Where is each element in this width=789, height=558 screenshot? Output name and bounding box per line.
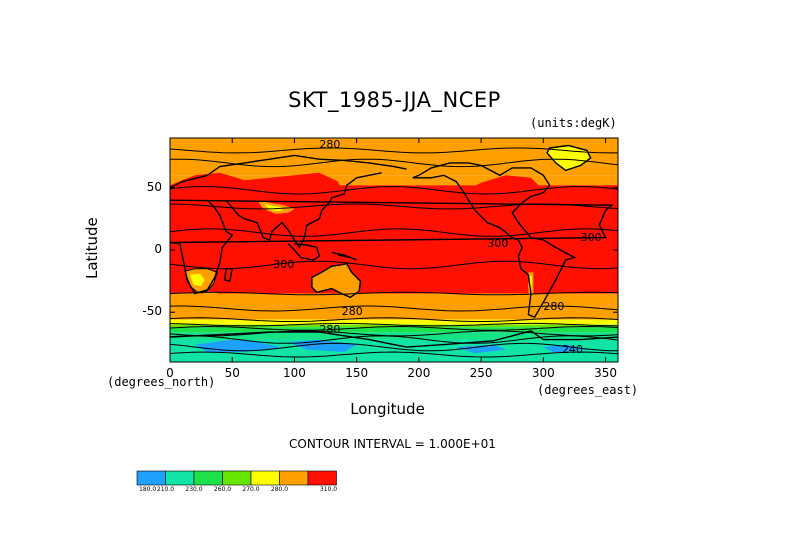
contour-label: 280	[543, 300, 565, 314]
chart-title: SKT_1985-JJA_NCEP	[288, 88, 501, 112]
coastline	[311, 262, 362, 299]
temperature-band	[170, 327, 618, 333]
contour-line	[169, 342, 619, 352]
coastline	[546, 144, 592, 172]
x-tick-label: 50	[224, 366, 240, 380]
temperature-band	[170, 319, 618, 325]
temperature-band	[170, 324, 618, 328]
x-axis-label: Longitude	[350, 400, 425, 418]
coastline	[224, 268, 234, 282]
colorbar-swatch	[165, 470, 195, 486]
coastline	[169, 199, 614, 295]
coastline	[412, 162, 577, 319]
temperature-field	[170, 138, 618, 362]
y-units-label: (degrees_north)	[107, 375, 216, 389]
contour-line	[169, 158, 619, 168]
contour-label: 300	[487, 236, 509, 250]
y-axis-label: Latitude	[83, 217, 101, 279]
colorbar-swatch	[193, 470, 223, 486]
contour-interval: CONTOUR INTERVAL = 1.000E+01	[289, 437, 496, 451]
coastline	[169, 154, 407, 189]
colorbar-label: 280.0	[270, 486, 289, 493]
contour-lines	[169, 144, 619, 358]
coastline	[169, 330, 619, 348]
contour-line	[169, 351, 619, 358]
y-tick-label: -50	[142, 304, 162, 319]
colorbar-swatch	[279, 470, 309, 486]
contour-label: 280	[341, 305, 363, 319]
contour-line	[169, 317, 619, 322]
axis-ticks	[169, 138, 618, 362]
colorbar-swatch	[307, 470, 337, 486]
contour-line	[169, 185, 619, 195]
colorbar-label: 210.0	[156, 486, 175, 493]
contour-line	[169, 291, 619, 296]
cold-region	[194, 339, 282, 352]
x-tick-label: 100	[282, 366, 306, 380]
contour-line	[169, 228, 619, 237]
x-tick-label: 150	[345, 366, 369, 380]
contour-line	[169, 147, 618, 154]
contour-line	[169, 325, 619, 331]
colorbar-swatch	[250, 470, 280, 486]
cold-region	[456, 344, 506, 354]
contour-line	[169, 322, 619, 327]
y-tick-label: 0	[154, 242, 162, 256]
colorbar-label: 230.0	[185, 486, 203, 493]
x-units-label: (degrees_east)	[537, 383, 639, 397]
contour-label: 240	[562, 342, 583, 356]
x-tick-label: 250	[469, 366, 493, 380]
temperature-band	[170, 138, 618, 176]
colorbar	[136, 470, 337, 486]
units-label: (units:degK)	[530, 116, 617, 130]
contour-label: 300	[273, 257, 295, 271]
coastline	[331, 251, 357, 261]
contour-label: 280	[319, 322, 341, 336]
contour-line	[169, 260, 619, 270]
contour-line	[169, 305, 619, 312]
coastline	[287, 243, 321, 261]
cold-region	[543, 344, 587, 354]
colorbar-label: 260.0	[213, 486, 232, 493]
colorbar-swatch	[136, 470, 166, 486]
colorbar-swatch	[222, 470, 252, 486]
temperature-band	[170, 175, 618, 186]
y-tick-label: 50	[146, 179, 162, 194]
x-tick-label: 0	[166, 366, 174, 380]
colorbar-label: 270.0	[242, 486, 260, 493]
colorbar-label: 310.0	[319, 486, 338, 493]
coastline	[225, 172, 382, 249]
colorbar-label: 180.0	[139, 486, 157, 493]
x-tick-label: 300	[531, 366, 555, 380]
contour-label: 300	[580, 230, 602, 244]
contour-line	[169, 335, 619, 344]
x-tick-label: 200	[407, 366, 431, 380]
x-tick-label: 350	[594, 366, 617, 380]
contour-label: 280	[319, 138, 341, 152]
africa-south-core	[189, 273, 205, 287]
tibet-core	[264, 204, 285, 212]
